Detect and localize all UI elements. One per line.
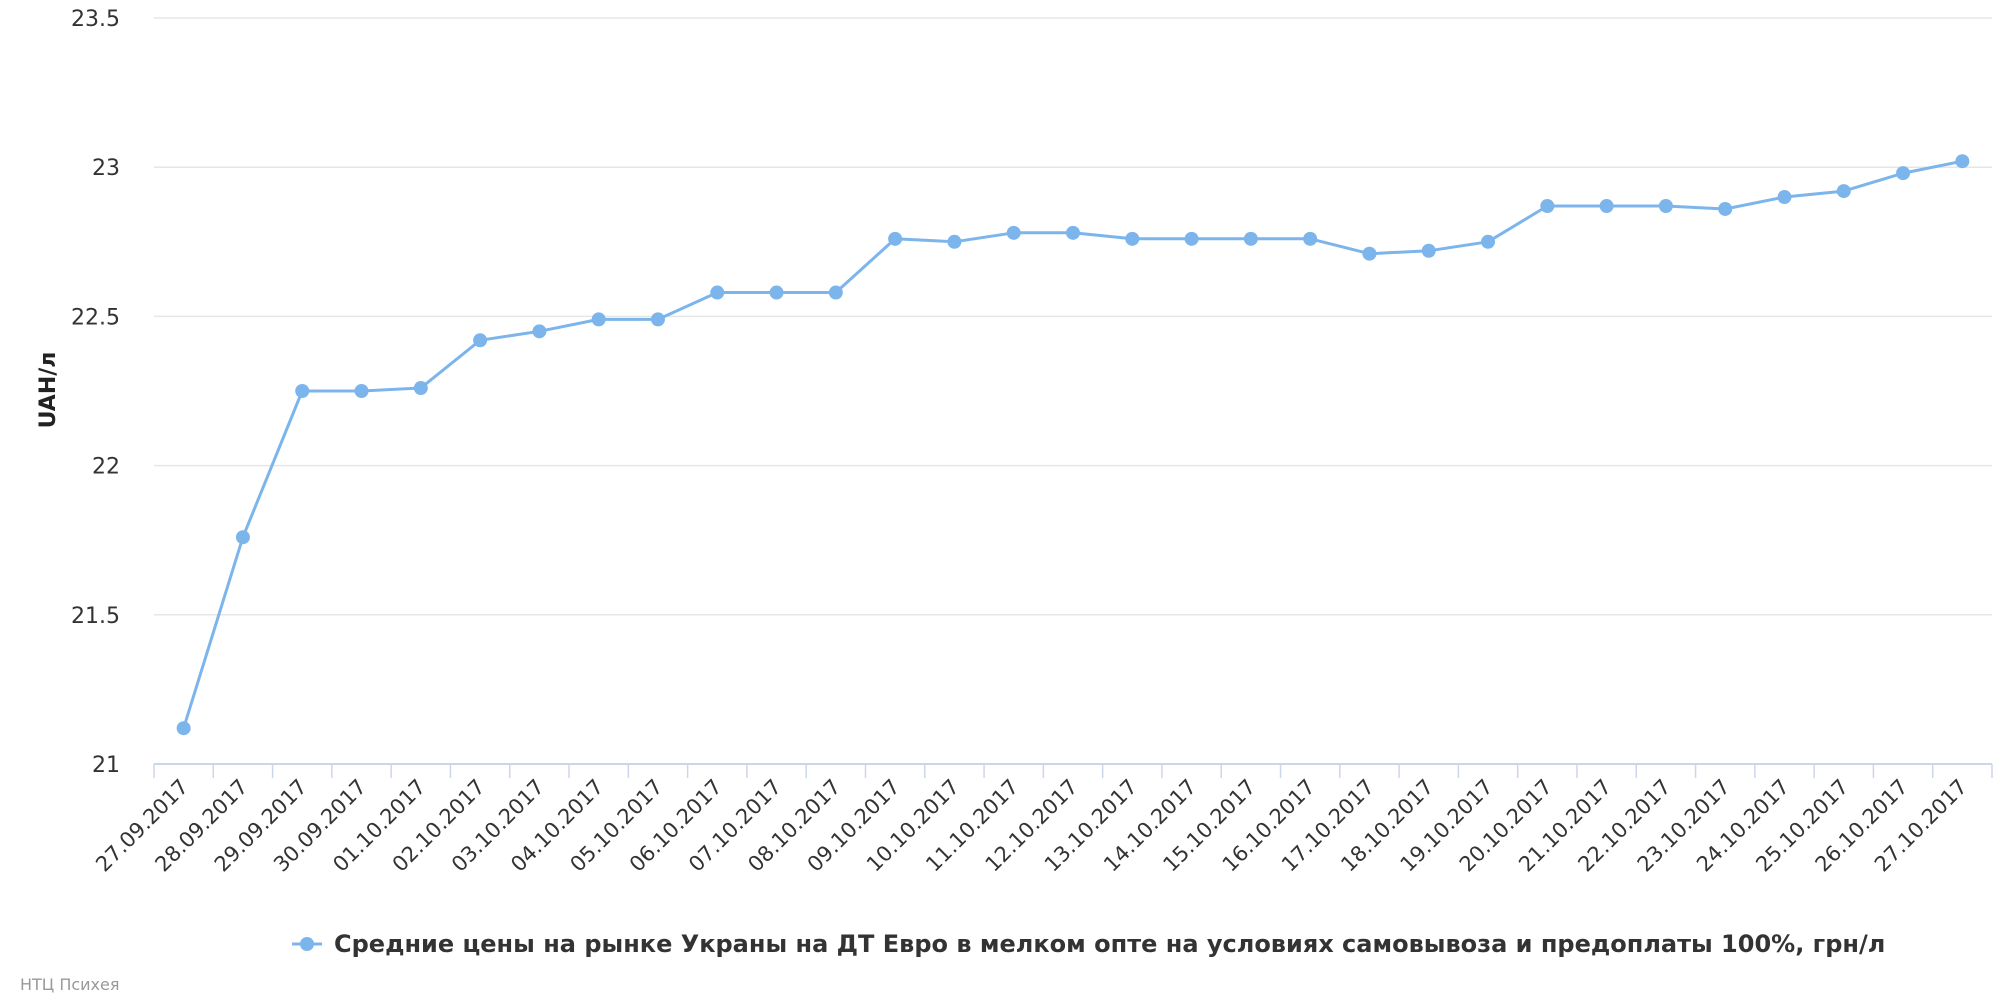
data-point[interactable] [354, 384, 369, 398]
data-point[interactable] [769, 285, 784, 300]
data-point[interactable] [650, 312, 665, 327]
grid-lines [154, 17, 1992, 616]
y-axis-ticks: 21 21.5 22 22.5 23 23.5 [71, 7, 120, 778]
data-point[interactable] [1599, 198, 1614, 213]
y-tick-label: 23.5 [71, 7, 120, 32]
data-point[interactable] [947, 234, 962, 249]
data-point[interactable] [1243, 231, 1258, 246]
data-point[interactable] [1718, 201, 1733, 216]
data-point[interactable] [235, 530, 250, 545]
data-points [176, 154, 1970, 736]
data-point[interactable] [1184, 231, 1199, 246]
y-tick-label: 21.5 [71, 604, 120, 629]
legend-marker-icon [300, 937, 314, 951]
data-point[interactable] [473, 333, 488, 348]
legend-entry: Средние цены на рынке Украны на ДТ Евро … [334, 930, 1885, 958]
data-point[interactable] [1481, 234, 1496, 249]
credit-text[interactable]: НТЦ Психея [20, 975, 120, 994]
data-point[interactable] [1421, 243, 1436, 258]
data-point[interactable] [1066, 225, 1080, 240]
data-point[interactable] [1303, 231, 1318, 246]
data-point[interactable] [1955, 154, 1970, 169]
y-axis-label: UAH/л [36, 352, 61, 429]
y-tick-label: 23 [92, 156, 120, 181]
y-tick-label: 21 [92, 753, 120, 778]
series-line [182, 159, 1963, 729]
data-point[interactable] [1658, 198, 1673, 213]
data-point[interactable] [710, 285, 725, 300]
data-point[interactable] [1540, 198, 1555, 213]
data-point[interactable] [591, 312, 606, 327]
data-point[interactable] [295, 384, 310, 398]
data-point[interactable] [532, 324, 547, 339]
data-point[interactable] [828, 285, 843, 300]
data-point[interactable] [413, 381, 428, 396]
y-tick-label: 22 [92, 455, 120, 480]
data-point[interactable] [888, 231, 903, 246]
data-point[interactable] [1896, 166, 1911, 181]
x-axis-ticks: 27.09.201728.09.201729.09.201730.09.2017… [91, 775, 1972, 877]
y-tick-label: 22.5 [71, 305, 120, 330]
data-point[interactable] [1777, 190, 1792, 205]
data-point[interactable] [1836, 184, 1851, 199]
x-axis [153, 763, 1993, 778]
data-point[interactable] [176, 721, 191, 736]
data-point[interactable] [1006, 225, 1021, 240]
legend[interactable]: Средние цены на рынке Украны на ДТ Евро … [292, 930, 1885, 958]
data-point[interactable] [1125, 231, 1140, 246]
data-point[interactable] [1362, 246, 1377, 261]
